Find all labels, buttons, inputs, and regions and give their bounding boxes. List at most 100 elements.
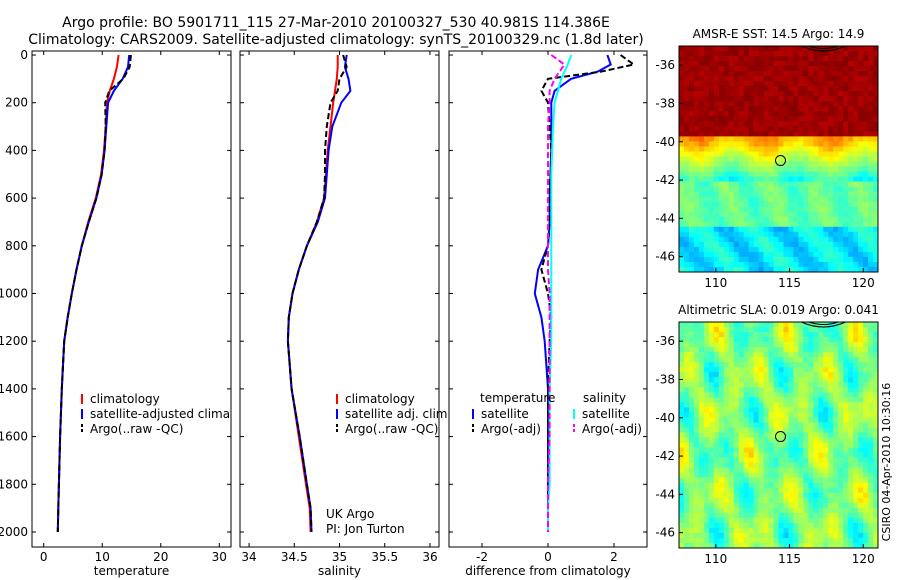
- heatmap-cell: [748, 116, 755, 122]
- heatmap-cell: [773, 337, 779, 343]
- heatmap-cell: [818, 382, 824, 388]
- heatmap-cell: [683, 397, 690, 403]
- heatmap-cell: [773, 66, 779, 72]
- heatmap-cell: [873, 452, 879, 458]
- heatmap-cell: [823, 201, 829, 208]
- heatmap-cell: [763, 231, 769, 238]
- heatmap-cell: [679, 522, 685, 529]
- heatmap-cell: [793, 266, 799, 273]
- heatmap-cell: [703, 196, 710, 203]
- heatmap-cell: [763, 437, 769, 443]
- heatmap-cell: [708, 51, 715, 57]
- heatmap-cell: [768, 91, 774, 97]
- heatmap-cell: [768, 497, 774, 504]
- heatmap-cell: [848, 96, 854, 102]
- heatmap-cell: [748, 512, 755, 519]
- heatmap-cell: [848, 76, 854, 82]
- heatmap-cell: [808, 161, 814, 167]
- heatmap-cell: [783, 76, 789, 82]
- heatmap-cell: [768, 51, 774, 57]
- heatmap-cell: [738, 332, 745, 338]
- heatmap-cell: [863, 191, 869, 198]
- heatmap-cell: [848, 462, 854, 469]
- heatmap-cell: [858, 91, 864, 97]
- heatmap-cell: [793, 161, 799, 167]
- heatmap-cell: [723, 357, 730, 363]
- heatmap-cell: [718, 246, 725, 253]
- heatmap-cell: [803, 71, 809, 77]
- heatmap-cell: [783, 261, 789, 268]
- heatmap-cell: [768, 76, 774, 82]
- heatmap-cell: [833, 497, 839, 504]
- heatmap-cell: [683, 527, 690, 534]
- heatmap-cell: [783, 362, 789, 368]
- heatmap-cell: [853, 251, 859, 258]
- heatmap-cell: [738, 241, 745, 248]
- heatmap-cell: [768, 542, 774, 549]
- heatmap-cell: [688, 407, 695, 413]
- heatmap-cell: [813, 121, 819, 127]
- heatmap-cell: [848, 206, 854, 213]
- heatmap-cell: [728, 206, 735, 213]
- heatmap-cell: [728, 542, 735, 549]
- heatmap-cell: [679, 216, 685, 223]
- heatmap-cell: [783, 507, 789, 514]
- heatmap-cell: [688, 76, 695, 82]
- heatmap-cell: [763, 422, 769, 428]
- heatmap-cell: [843, 126, 849, 132]
- heatmap-cell: [688, 206, 695, 213]
- heatmap-cell: [798, 76, 804, 82]
- heatmap-cell: [723, 532, 730, 539]
- heatmap-cell: [858, 417, 864, 423]
- heatmap-cell: [728, 236, 735, 243]
- heatmap-cell: [733, 402, 740, 408]
- heatmap-cell: [793, 462, 799, 469]
- heatmap-cell: [848, 542, 854, 549]
- heatmap-cell: [848, 437, 854, 443]
- heatmap-cell: [808, 517, 814, 524]
- heatmap-cell: [698, 517, 705, 524]
- heatmap-cell: [679, 241, 685, 248]
- legend-label: Argo(..raw -QC): [345, 422, 438, 436]
- heatmap-cell: [758, 151, 764, 157]
- heatmap-cell: [733, 231, 740, 238]
- heatmap-cell: [698, 126, 705, 132]
- heatmap-cell: [873, 397, 879, 403]
- salinity-profile-panel: 34 34.5 35 35.5 36salinityclimatologysatelli…: [239, 50, 451, 578]
- heatmap-cell: [823, 256, 829, 263]
- heatmap-cell: [738, 91, 745, 97]
- heatmap-cell: [768, 362, 774, 368]
- heatmap-cell: [793, 201, 799, 208]
- heatmap-cell: [698, 522, 705, 529]
- heatmap-cell: [753, 201, 760, 208]
- heatmap-cell: [798, 417, 804, 423]
- heatmap-cell: [718, 146, 725, 152]
- heatmap-cell: [718, 532, 725, 539]
- heatmap-cell: [713, 407, 720, 413]
- heatmap-cell: [688, 226, 695, 233]
- heatmap-cell: [863, 402, 869, 408]
- heatmap-cell: [823, 362, 829, 368]
- heatmap-cell: [798, 61, 804, 67]
- y-tick-label: 800: [5, 239, 28, 253]
- legend-label: Argo(-adj): [582, 422, 642, 436]
- heatmap-cell: [703, 432, 710, 438]
- heatmap-cell: [783, 492, 789, 499]
- heatmap-cell: [753, 186, 760, 193]
- heatmap-cell: [768, 181, 774, 188]
- heatmap-cell: [723, 116, 730, 122]
- heatmap-cell: [713, 181, 720, 188]
- heatmap-cell: [853, 522, 859, 529]
- heatmap-cell: [803, 522, 809, 529]
- heatmap-cell: [763, 241, 769, 248]
- heatmap-cell: [758, 251, 764, 258]
- heatmap-cell: [788, 332, 794, 338]
- heatmap-cell: [813, 261, 819, 268]
- heatmap-cell: [793, 166, 799, 172]
- heatmap-cell: [818, 402, 824, 408]
- heatmap-cell: [853, 81, 859, 87]
- heatmap-cell: [858, 427, 864, 433]
- heatmap-cell: [703, 377, 710, 383]
- heatmap-cell: [803, 211, 809, 218]
- heatmap-cell: [758, 91, 764, 97]
